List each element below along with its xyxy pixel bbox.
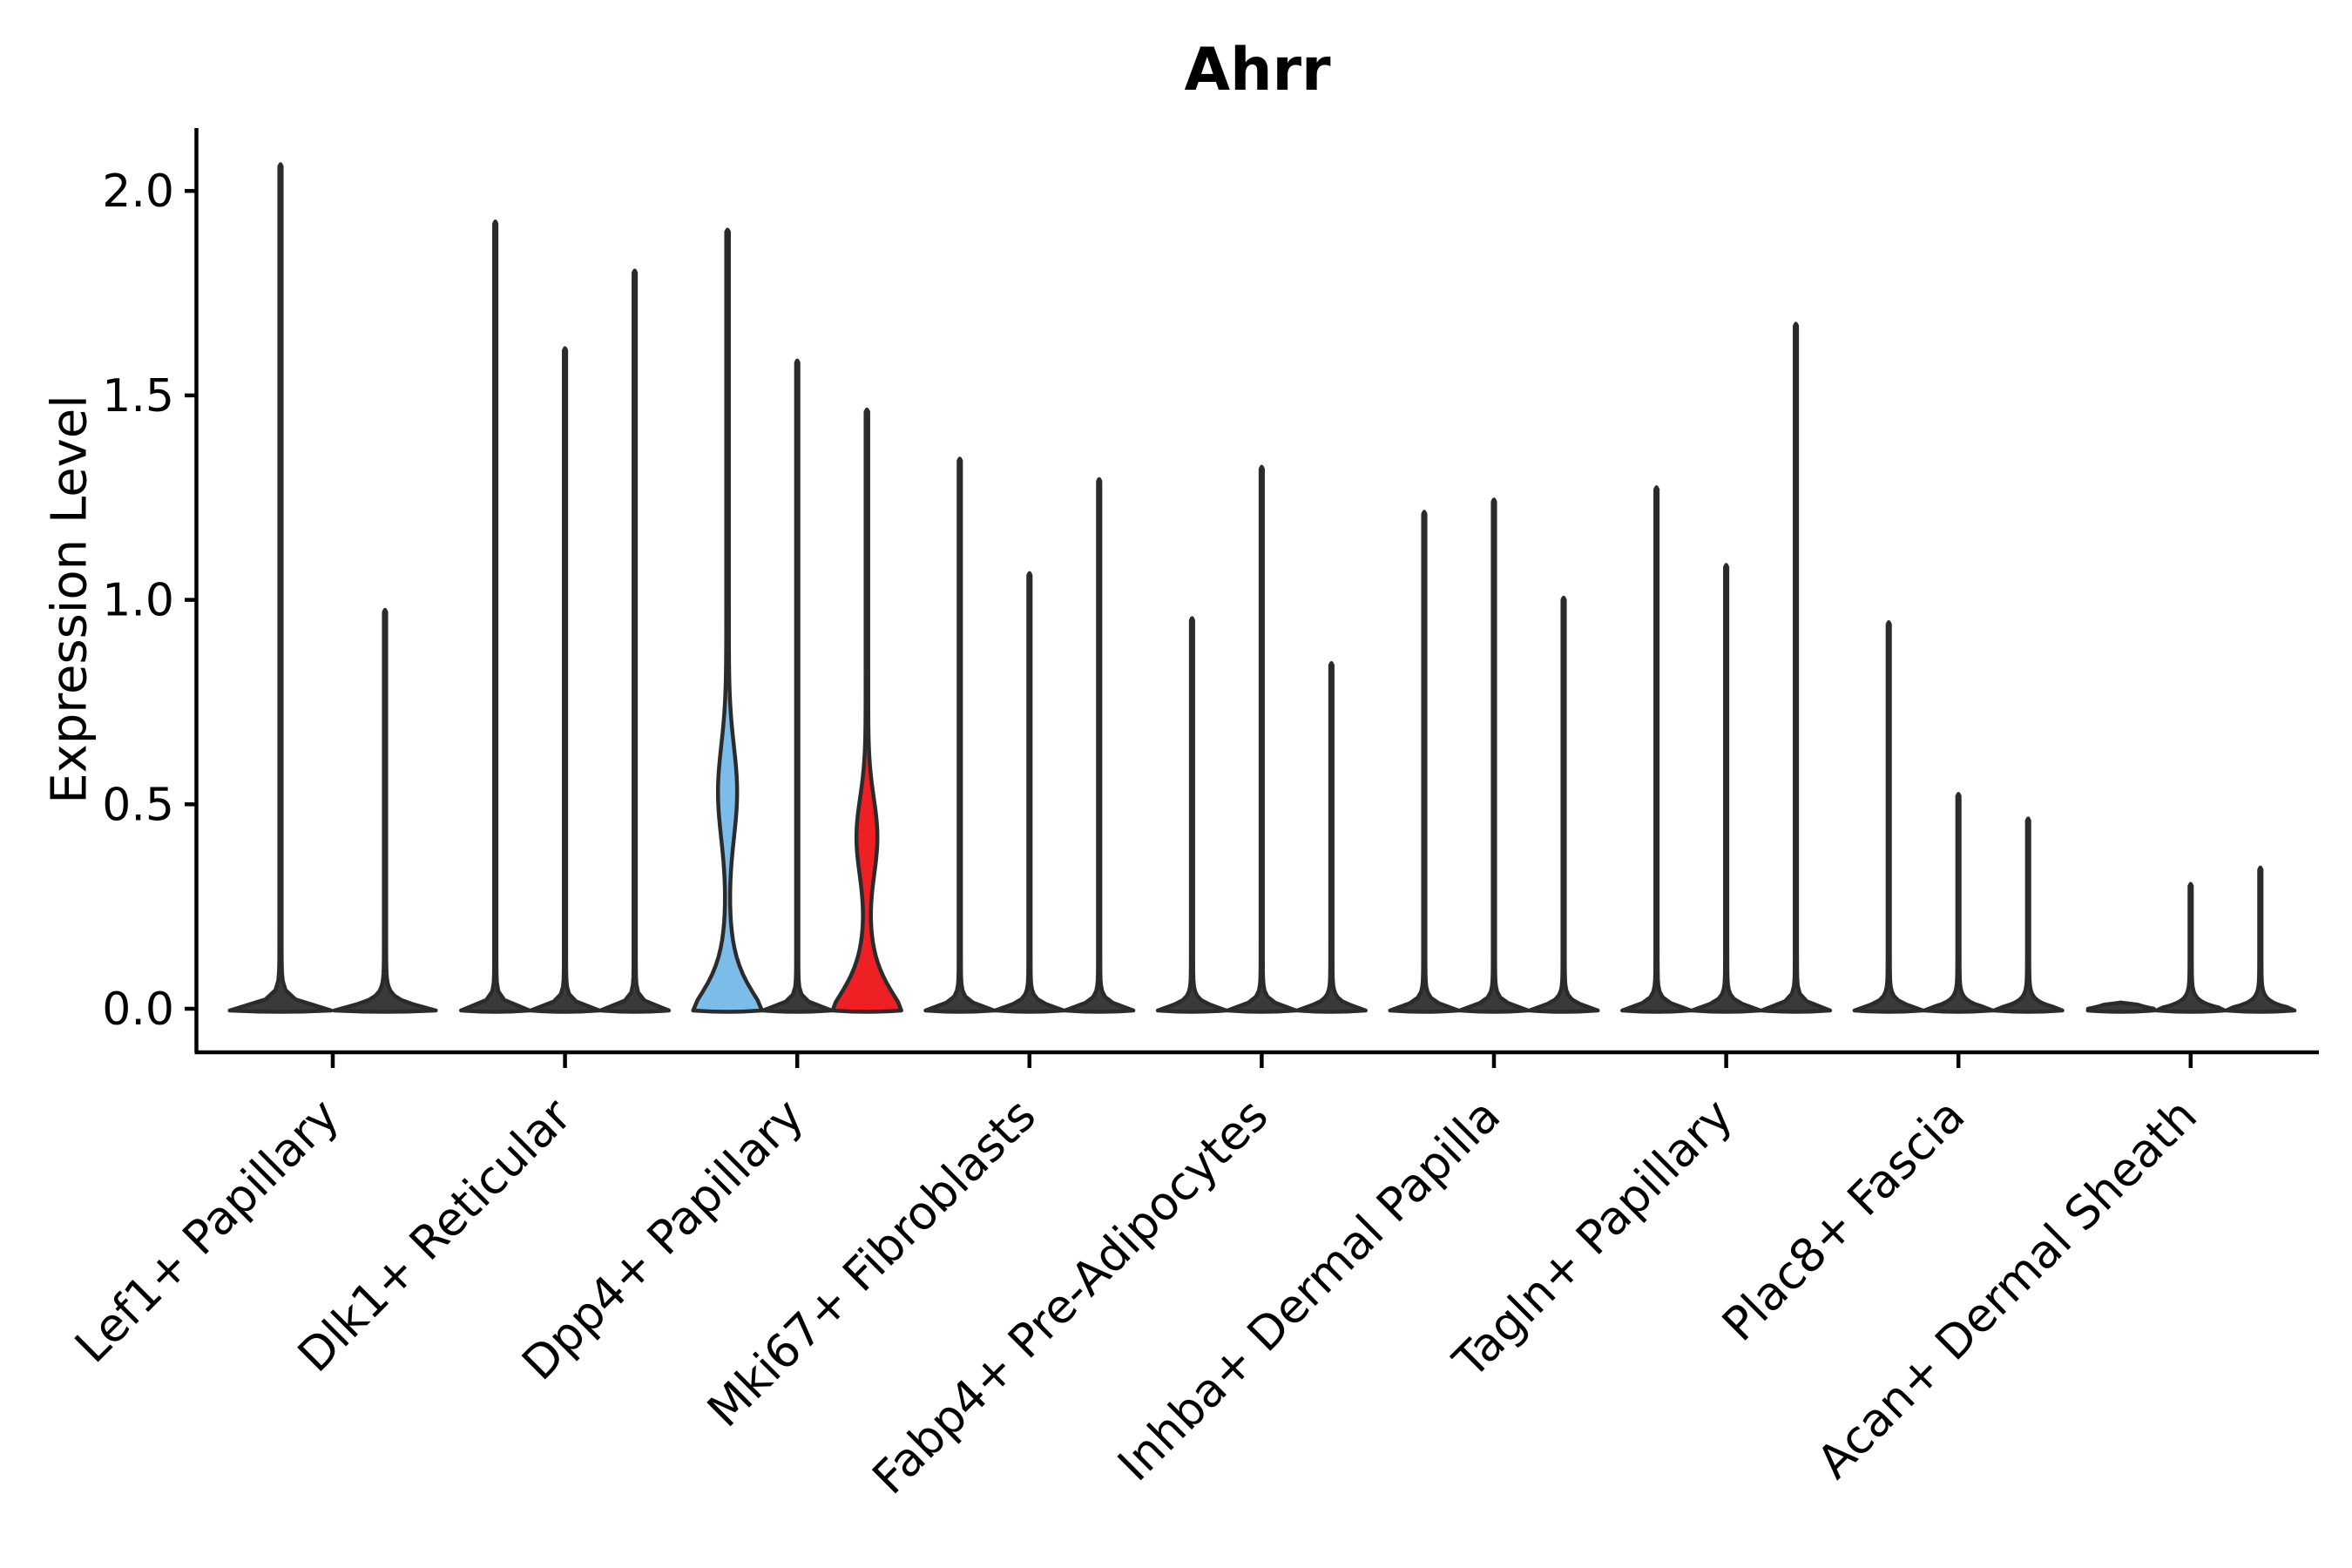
- violin-5-2: [1225, 464, 1298, 1014]
- violin-3-1: [691, 227, 764, 1014]
- violin-6-1: [1388, 510, 1461, 1014]
- violin-5-1: [1155, 616, 1228, 1014]
- violin-8-2: [1922, 792, 1995, 1014]
- violin-6-3: [1527, 595, 1600, 1014]
- violin-4-3: [1063, 476, 1136, 1014]
- violin-6-2: [1457, 497, 1531, 1014]
- violin-3-2: [760, 358, 834, 1014]
- violin-2-1: [459, 220, 532, 1014]
- violin-4-2: [993, 571, 1066, 1014]
- violin-2-3: [598, 268, 672, 1014]
- y-tick-label: 0.0: [102, 983, 174, 1036]
- violin-3-3: [830, 407, 903, 1014]
- violin-5-3: [1294, 660, 1368, 1014]
- y-tick-label: 2.0: [102, 166, 174, 218]
- violin-1-1: [227, 162, 334, 1014]
- violin-8-3: [1991, 816, 2065, 1014]
- violin-4-1: [923, 456, 997, 1014]
- x-tick-label: Inhba+ Dermal Papilla: [1108, 1089, 1511, 1491]
- chart-title: Ahrr: [1184, 36, 1331, 105]
- y-tick-label: 1.5: [102, 370, 174, 422]
- violin-8-1: [1852, 620, 1925, 1014]
- violin-7-1: [1620, 485, 1693, 1014]
- violin-9-2: [2154, 882, 2227, 1014]
- violin-7-3: [1760, 321, 1833, 1014]
- violin-7-2: [1690, 563, 1763, 1014]
- violin-1-2: [332, 607, 438, 1014]
- violin-9-1: [2085, 1000, 2157, 1014]
- y-tick-label: 1.0: [102, 575, 174, 627]
- violin-9-3: [2224, 865, 2297, 1014]
- x-tick-label: Fabp4+ Pre-Adipocytes: [862, 1089, 1278, 1504]
- x-tick-label: Plac8+ Fascia: [1713, 1089, 1975, 1351]
- y-tick-label: 0.5: [102, 779, 174, 831]
- violin-2-2: [529, 346, 602, 1014]
- x-tick-label: Acan+ Dermal Sheath: [1808, 1089, 2207, 1489]
